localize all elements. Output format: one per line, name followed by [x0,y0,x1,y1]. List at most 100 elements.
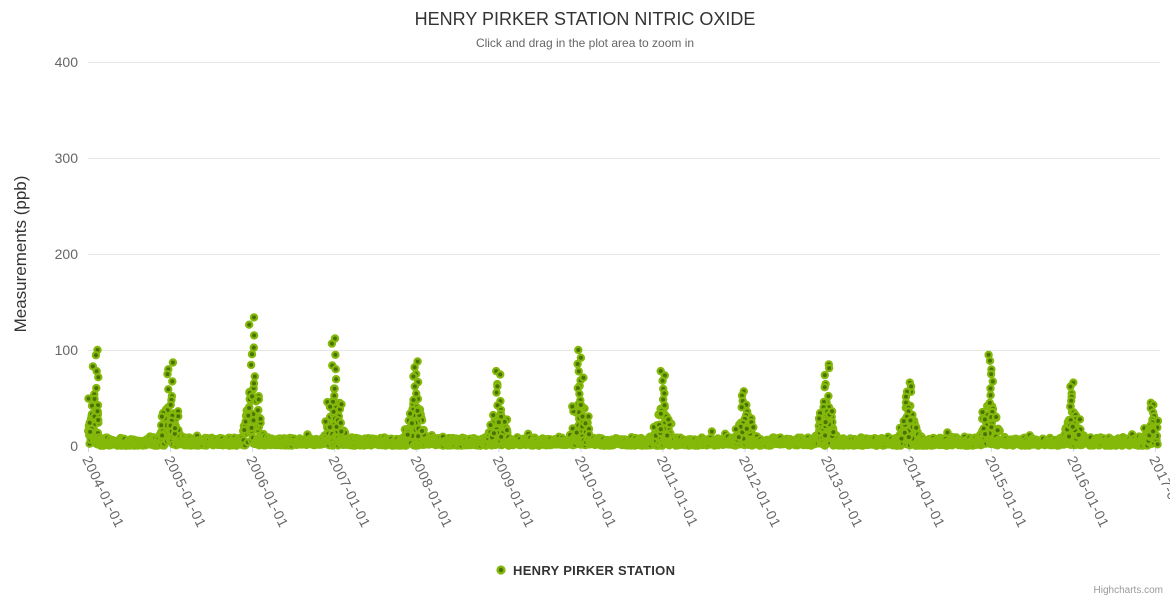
data-point[interactable] [410,363,419,372]
data-point[interactable] [327,339,337,348]
data-point[interactable] [331,350,340,359]
data-point[interactable] [986,391,995,400]
data-point[interactable] [573,359,582,369]
data-point[interactable] [1075,415,1085,424]
data-point[interactable] [820,431,830,440]
data-point[interactable] [906,416,915,425]
data-point[interactable] [244,403,254,413]
data-point[interactable] [749,423,758,432]
data-point[interactable] [413,406,422,415]
data-point[interactable] [988,377,998,386]
data-point[interactable] [254,395,263,404]
data-point[interactable] [168,358,178,367]
data-point[interactable] [337,427,346,436]
data-point[interactable] [249,379,259,388]
data-point[interactable] [899,416,908,426]
data-point[interactable] [829,427,838,437]
data-point[interactable] [734,432,744,442]
data-point[interactable] [904,432,914,442]
data-point[interactable] [980,415,990,424]
data-point[interactable] [897,434,906,443]
data-point[interactable] [574,367,584,376]
data-point[interactable] [581,419,590,428]
data-point[interactable] [824,363,834,373]
data-point[interactable] [250,372,259,381]
data-point[interactable] [827,407,837,416]
data-point[interactable] [492,388,501,397]
data-point[interactable] [244,320,254,329]
data-point[interactable] [584,430,594,439]
data-point[interactable] [568,402,577,411]
plot-area[interactable] [83,313,1163,450]
data-point[interactable] [90,394,99,404]
data-point[interactable] [820,383,829,392]
data-point[interactable] [1068,422,1078,431]
data-point[interactable] [337,400,346,409]
data-point[interactable] [731,425,741,434]
data-point[interactable] [409,395,418,405]
data-point[interactable] [986,384,995,393]
data-point[interactable] [256,414,265,423]
data-point[interactable] [658,376,667,385]
data-point[interactable] [814,414,824,423]
data-point[interactable] [413,432,423,441]
data-point[interactable] [578,412,587,421]
data-point[interactable] [409,372,418,381]
data-point[interactable] [94,373,103,382]
data-point[interactable] [502,425,512,435]
data-point[interactable] [906,382,916,391]
data-point[interactable] [330,384,339,393]
data-point[interactable] [980,429,990,439]
data-point[interactable] [247,350,257,359]
data-point[interactable] [986,369,996,379]
data-point[interactable] [576,353,586,362]
data-point[interactable] [410,382,419,391]
data-point[interactable] [168,377,177,386]
data-point[interactable] [496,370,505,379]
data-point[interactable] [156,421,166,430]
data-point[interactable] [253,406,263,415]
data-point[interactable] [247,392,257,401]
data-point[interactable] [157,412,167,421]
data-point[interactable] [993,426,1002,435]
data-point[interactable] [170,424,180,433]
data-point[interactable] [663,431,672,440]
data-point[interactable] [737,403,746,412]
data-point[interactable] [163,369,172,379]
data-point[interactable] [985,356,995,365]
data-point[interactable] [1066,382,1075,391]
data-point[interactable] [494,418,503,427]
data-point[interactable] [572,428,581,437]
data-point[interactable] [656,425,666,434]
data-point[interactable] [1153,440,1162,449]
data-point[interactable] [405,409,415,418]
data-point[interactable] [325,423,335,432]
data-point[interactable] [824,391,833,401]
data-point[interactable] [1148,427,1158,436]
data-point[interactable] [321,417,330,426]
data-point[interactable] [417,426,427,436]
data-point[interactable] [707,427,717,436]
data-point[interactable] [820,370,830,380]
data-point[interactable] [992,412,1001,422]
data-point[interactable] [1066,402,1075,411]
data-point[interactable] [336,418,345,428]
data-point[interactable] [85,427,95,437]
data-point[interactable] [93,415,103,425]
data-point[interactable] [978,407,987,417]
data-point[interactable] [912,423,921,432]
data-point[interactable] [174,412,183,421]
data-point[interactable] [249,331,259,340]
data-point[interactable] [91,351,101,360]
data-point[interactable] [240,425,249,435]
data-point[interactable] [157,431,167,440]
data-point[interactable] [664,415,673,424]
data-point[interactable] [489,410,498,420]
legend-item-henry-pirker-station[interactable]: HENRY PIRKER STATION [496,563,676,578]
data-point[interactable] [93,407,102,416]
data-point[interactable] [486,420,495,430]
data-point[interactable] [579,373,588,382]
data-point[interactable] [574,345,583,355]
data-point[interactable] [403,430,412,439]
highcharts-credits-link[interactable]: Highcharts.com [1094,585,1163,596]
